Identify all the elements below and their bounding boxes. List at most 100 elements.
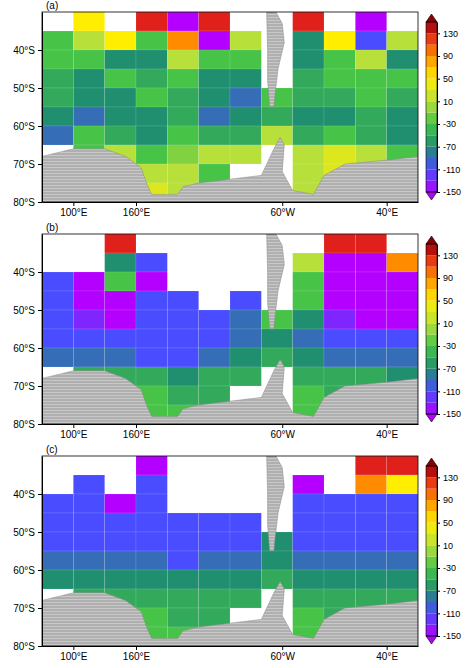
cell: [355, 253, 386, 272]
cell: [73, 570, 104, 589]
tick: 40°S: [13, 267, 42, 278]
colorbar-bin: [426, 33, 437, 44]
cell: [199, 145, 230, 164]
cell: [324, 107, 355, 126]
cell: [42, 88, 73, 107]
tick: 60°W: [270, 424, 295, 440]
colorbar-extend: [426, 236, 437, 244]
tick-label: -30: [443, 341, 456, 351]
colorbar-bin: [426, 312, 437, 323]
colorbar: 130905010-30-70-110-150: [426, 236, 461, 422]
cell: [293, 494, 324, 513]
cell: [199, 551, 230, 570]
cell: [324, 551, 355, 570]
cell: [136, 367, 167, 386]
cell: [73, 88, 104, 107]
cell: [387, 50, 418, 69]
cell: [167, 329, 198, 348]
cell: [324, 126, 355, 145]
tick: 50: [437, 74, 453, 84]
land: [267, 12, 285, 107]
cell: [42, 291, 73, 310]
cell: [167, 107, 198, 126]
axis-line: [43, 646, 419, 647]
tick-mark: [282, 424, 283, 428]
tick-mark: [437, 414, 440, 415]
cell: [73, 551, 104, 570]
cell: [261, 126, 292, 145]
cell: [105, 88, 136, 107]
cell: [42, 513, 73, 532]
tick-label: -70: [443, 142, 456, 152]
colorbar-bin: [426, 181, 437, 192]
y-axis: 40°S50°S60°S70°S80°S: [13, 235, 42, 430]
tick-mark: [437, 33, 440, 34]
cell: [136, 589, 167, 608]
tick-label: 40°E: [376, 651, 398, 662]
tick-label: 40°E: [376, 429, 398, 440]
tick: -110: [437, 387, 460, 397]
tick: 40°E: [376, 424, 398, 440]
cell: [105, 126, 136, 145]
tick: 10: [437, 97, 453, 107]
tick-label: 70°S: [13, 381, 35, 392]
tick-mark: [136, 424, 137, 428]
colorbar-bin: [426, 579, 437, 590]
cell: [199, 69, 230, 88]
cell: [73, 494, 104, 513]
colorbar-bin: [426, 301, 437, 312]
cell: [355, 88, 386, 107]
tick-mark: [437, 591, 440, 592]
x-axis: 100°E160°E60°W40°E: [43, 202, 419, 218]
cell: [73, 291, 104, 310]
tick: 160°E: [123, 646, 151, 662]
tick-mark: [38, 608, 42, 609]
cell: [136, 126, 167, 145]
panel: 100°E160°E60°W40°E40°S50°S60°S70°S80°S(b…: [13, 222, 461, 440]
tick: 50°S: [13, 527, 42, 538]
colorbar-frame: [426, 244, 437, 414]
tick: -30: [437, 341, 456, 351]
tick-label: 60°W: [270, 651, 295, 662]
tick-mark: [387, 646, 388, 650]
cell: [42, 570, 73, 589]
tick-label: 90: [443, 273, 453, 283]
tick-mark: [437, 192, 440, 193]
tick-mark: [38, 164, 42, 165]
colorbar-bin: [426, 56, 437, 67]
tick-mark: [282, 646, 283, 650]
tick-label: -70: [443, 586, 456, 596]
colorbar-bin: [426, 90, 437, 101]
cell: [261, 551, 292, 570]
tick: -70: [437, 586, 456, 596]
cell: [136, 253, 167, 272]
tick: 70°S: [13, 603, 42, 614]
cell: [293, 570, 324, 589]
colorbar-frame: [426, 466, 437, 636]
cell: [73, 532, 104, 551]
axis-line: [437, 245, 438, 415]
tick-mark: [437, 545, 440, 546]
cell: [105, 234, 136, 253]
tick-mark: [437, 169, 440, 170]
cell: [167, 291, 198, 310]
cell: [387, 107, 418, 126]
cell: [136, 551, 167, 570]
cell: [230, 532, 261, 551]
cell: [293, 475, 324, 494]
tick-label: 50°S: [13, 83, 35, 94]
cell: [355, 50, 386, 69]
tick-label: 90: [443, 51, 453, 61]
cell: [167, 513, 198, 532]
tick: 40°S: [13, 45, 42, 56]
cell: [167, 69, 198, 88]
cell: [324, 88, 355, 107]
colorbar-frame: [426, 22, 437, 192]
tick-mark: [437, 568, 440, 569]
tick-label: -150: [443, 409, 461, 419]
tick-label: 50°S: [13, 305, 35, 316]
tick-label: 60°S: [13, 565, 35, 576]
tick-label: -70: [443, 364, 456, 374]
cell: [136, 456, 167, 475]
tick-label: 160°E: [123, 429, 151, 440]
